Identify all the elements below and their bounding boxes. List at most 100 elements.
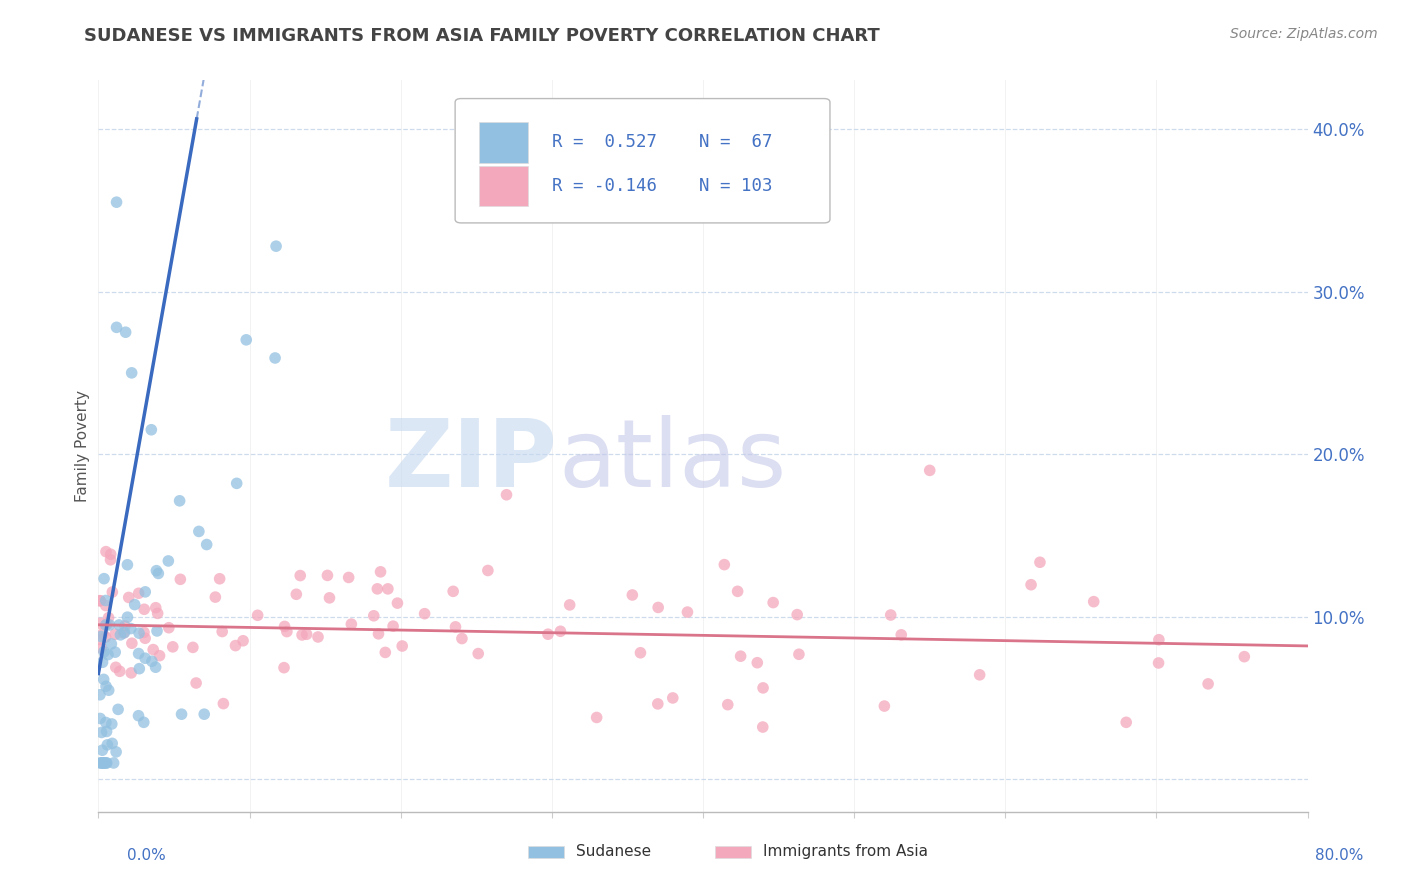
Point (880, 607, 903, 622)
Point (96, 756, 118, 770)
Point (134, 632, 156, 646)
Point (148, 566, 170, 581)
Point (661, 690, 683, 705)
Point (752, 720, 775, 734)
Point (413, 607, 436, 621)
Point (162, 640, 184, 654)
Point (90, 641, 112, 656)
Point (117, 558, 139, 572)
Point (134, 602, 156, 616)
Point (918, 463, 941, 477)
Point (100, 637, 122, 651)
Point (134, 651, 156, 665)
Point (366, 582, 388, 596)
Point (762, 596, 785, 610)
Point (94, 715, 117, 730)
Point (128, 662, 150, 676)
Point (1147, 632, 1170, 647)
Point (786, 607, 808, 622)
Text: R =  0.527    N =  67: R = 0.527 N = 67 (551, 134, 772, 152)
Point (537, 627, 560, 641)
Point (97, 648, 120, 662)
Point (1019, 578, 1042, 592)
Point (969, 668, 991, 682)
Point (717, 698, 740, 712)
Point (382, 619, 405, 633)
FancyBboxPatch shape (456, 99, 830, 223)
Point (117, 610, 139, 624)
Point (374, 645, 396, 659)
Point (97, 610, 120, 624)
Point (96, 756, 118, 770)
Point (1029, 555, 1052, 569)
Point (89, 593, 111, 607)
Point (114, 325, 136, 339)
Point (340, 617, 363, 632)
Point (730, 649, 752, 664)
Point (94, 679, 117, 693)
Point (108, 665, 131, 679)
FancyBboxPatch shape (716, 847, 751, 858)
Point (103, 756, 125, 770)
Point (100, 553, 122, 567)
Point (232, 633, 254, 648)
Point (89, 593, 111, 607)
Point (727, 584, 749, 599)
Point (307, 630, 329, 644)
Point (142, 642, 165, 657)
Point (105, 745, 128, 759)
Point (114, 625, 136, 640)
Point (212, 697, 235, 711)
Text: Sudanese: Sudanese (576, 845, 651, 860)
Point (169, 493, 191, 508)
Point (90, 630, 112, 644)
Point (184, 676, 207, 690)
Point (141, 423, 163, 437)
Point (120, 665, 142, 680)
Point (93, 645, 115, 659)
FancyBboxPatch shape (479, 122, 527, 162)
Point (157, 621, 180, 635)
Point (128, 647, 150, 661)
Point (98, 618, 121, 632)
Point (713, 558, 735, 572)
Point (146, 607, 169, 621)
Point (91, 756, 114, 770)
Point (291, 628, 314, 642)
Point (441, 584, 464, 599)
Point (89, 756, 111, 770)
Point (91, 655, 114, 669)
Point (89, 711, 111, 725)
Point (444, 620, 467, 634)
Point (148, 648, 170, 663)
Point (108, 618, 131, 632)
Point (391, 639, 413, 653)
Point (94, 618, 117, 632)
Text: SUDANESE VS IMMIGRANTS FROM ASIA FAMILY POVERTY CORRELATION CHART: SUDANESE VS IMMIGRANTS FROM ASIA FAMILY … (84, 27, 880, 45)
Point (647, 697, 669, 711)
Point (120, 622, 142, 636)
Point (157, 554, 180, 568)
Point (495, 488, 517, 502)
Point (1147, 656, 1170, 670)
Point (96, 738, 118, 752)
Point (107, 702, 129, 716)
Point (273, 619, 295, 633)
Point (90, 725, 112, 739)
Point (118, 591, 141, 605)
FancyBboxPatch shape (479, 166, 527, 206)
Point (1233, 649, 1256, 664)
Point (585, 710, 607, 724)
Point (105, 320, 128, 334)
Point (676, 605, 699, 619)
Point (747, 656, 769, 670)
Point (208, 572, 231, 586)
Point (132, 625, 155, 640)
Point (128, 708, 150, 723)
Point (100, 547, 122, 561)
Point (91, 627, 114, 641)
Point (96, 617, 118, 632)
Point (132, 715, 155, 730)
Point (187, 524, 209, 539)
Point (890, 628, 912, 642)
